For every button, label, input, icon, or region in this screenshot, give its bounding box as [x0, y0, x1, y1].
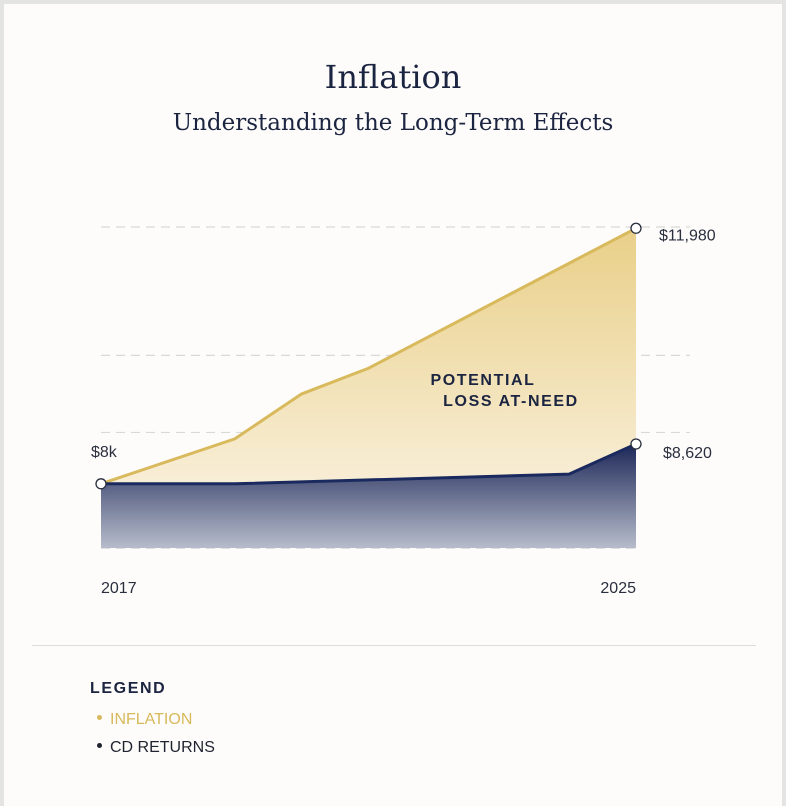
legend-item-inflation: INFLATION [97, 711, 192, 729]
inflation-end-label: $11,980 [659, 227, 716, 244]
area-chart: $8k $11,980 $8,620 2017 2025 POTENTIAL LOSS AT… [91, 222, 716, 597]
inflation-area [101, 228, 636, 548]
x-tick-label: 2025 [600, 580, 636, 597]
x-tick-label: 2017 [101, 580, 137, 597]
divider [32, 645, 756, 646]
chart-subtitle: Understanding the Long-Term Effects [172, 110, 614, 136]
annotation-label: POTENTIAL [430, 372, 535, 389]
cd-end-marker [630, 438, 642, 450]
legend-dot-icon [97, 743, 102, 749]
cd-end-label: $8,620 [663, 445, 712, 462]
legend-label: INFLATION [110, 711, 193, 728]
start-point-marker [95, 478, 107, 490]
inflation-end-marker [630, 222, 642, 234]
legend-dot-icon [97, 715, 102, 721]
cd-returns-line [101, 442, 637, 486]
start-value-label: $8k [91, 444, 118, 461]
chart-title: Inflation [324, 58, 462, 96]
inflation-line [100, 226, 637, 486]
legend-label: CD RETURNS [110, 739, 215, 756]
legend-item-cd-returns: CD RETURNS [97, 739, 215, 757]
legend-title: LEGEND [90, 680, 167, 697]
cd-returns-area [101, 443, 636, 548]
annotation-label: LOSS AT-NEED [443, 393, 579, 410]
